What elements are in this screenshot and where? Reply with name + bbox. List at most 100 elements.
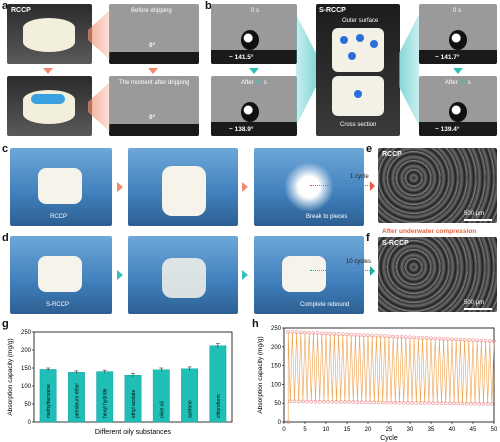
data-point [347,400,351,404]
water-droplet-4 [449,102,467,122]
panel-d-cycle: 10 cycles [346,259,372,265]
data-point [340,332,345,337]
data-point [481,401,486,406]
data-point [462,337,467,342]
data-point [305,399,309,404]
data-point [422,401,427,405]
y-tick-label: 250 [271,326,282,332]
dotted-arrowhead-c [370,181,375,191]
x-tick-label: 40 [449,427,456,433]
y-tick-label: 150 [21,366,32,372]
panel-a-tag: RCCP [11,7,31,14]
x-tick-label: 15 [344,427,351,433]
data-point [490,402,494,406]
y-tick-label: 100 [21,384,32,390]
x-tick-label: 25 [386,427,393,433]
data-point [487,339,492,343]
zoom-fan-b-right [399,14,419,126]
data-point [378,334,383,338]
data-point [382,334,387,339]
y-axis-label: Absorption capacity (mg/g) [257,336,264,413]
data-point [317,399,322,404]
y-tick-label: 50 [274,401,281,407]
data-point [466,338,471,342]
zoom-fan-b-left [296,14,316,126]
panel-e-letter: e [366,143,373,155]
blue-dot-5 [354,90,362,98]
data-point [307,330,312,335]
panel-a-letter: a [2,0,9,12]
right-arrow-d1 [117,270,123,280]
panel-c-letter: c [2,143,9,155]
data-point [452,401,456,406]
dotted-arrow-d [310,270,372,271]
data-point [464,401,469,406]
data-point [410,401,414,405]
data-point [475,338,480,343]
sponge-d1 [38,256,82,292]
sponge-d2 [162,258,206,298]
panel-b-right-top-time: 0 s [453,8,462,14]
blue-dot-1 [340,36,348,44]
panel-h-letter: h [252,318,259,330]
blue-droplets [31,94,65,104]
panel-a-drop-top: Before dripping 0° [109,4,199,64]
sponge-c3-pieces [284,162,334,212]
y-axis-label: Absorption capacity (mg/g) [7,338,14,415]
chart-h: 0 50 100 150 200 250 0 5 10 15 20 25 30 35 40 45 50 Cycle… [257,326,498,442]
panel-f-tag: S-RCCP [382,240,409,247]
water-droplet [241,30,259,50]
category-label: acetone [188,400,194,418]
panel-c-photo-2 [128,148,238,226]
blue-dot-3 [370,40,378,48]
x-tick-label: 5 [303,427,307,433]
data-point [485,401,490,406]
data-point [427,401,431,405]
data-point [473,401,477,406]
panel-f-scale: 500 μm [464,300,485,306]
data-point [380,400,385,405]
data-point [290,330,295,334]
data-point [408,335,412,340]
data-point [416,335,421,340]
panel-d-photo-2 [128,236,238,314]
data-point [366,333,370,338]
data-point [322,399,326,404]
data-point [450,337,454,342]
panel-a-top-caption: Before dripping [131,8,172,14]
panel-b-center-tag: S-RCCP [319,7,346,14]
y-tick-label: 200 [271,345,282,351]
data-point [301,399,305,404]
after-prefix: After [241,80,256,86]
data-point [471,338,475,343]
data-point [433,336,438,341]
x-tick-label: 35 [428,427,435,433]
dotted-arrowhead-d [370,266,375,276]
panel-e-tag: RCCP [382,151,402,158]
data-point [412,335,417,340]
data-point [313,399,318,404]
after-prefix-2: After [445,80,460,86]
surface-line-3 [211,50,297,64]
panel-c-photo-1: RCCP [10,148,112,226]
y-tick-label: 200 [21,348,32,354]
panel-d-photo-3: Complete rebound [254,236,364,314]
data-point [385,400,389,405]
panel-b-center: S-RCCP Outer surface Cross section [316,4,400,136]
panel-b-left-bottom-angle: ~ 138.9° [229,126,254,133]
panel-b-right-bottom-time: After 10 s [445,80,471,86]
data-point [368,400,372,405]
surface-line-5 [419,50,497,64]
after-num-2: 10 [459,80,467,86]
data-point [397,400,402,405]
x-axis-label: Cycle [380,435,398,442]
data-point [454,337,459,342]
panel-b-left-top-angle: ~ 141.5° [229,54,254,61]
panel-b-left-top: 0 s ~ 141.5° [211,4,297,64]
data-point [351,400,356,404]
panel-a-bottom-angle: 0° [149,114,156,121]
data-point [353,332,358,337]
data-point [330,400,335,404]
data-point [431,401,435,405]
data-point [288,399,293,404]
